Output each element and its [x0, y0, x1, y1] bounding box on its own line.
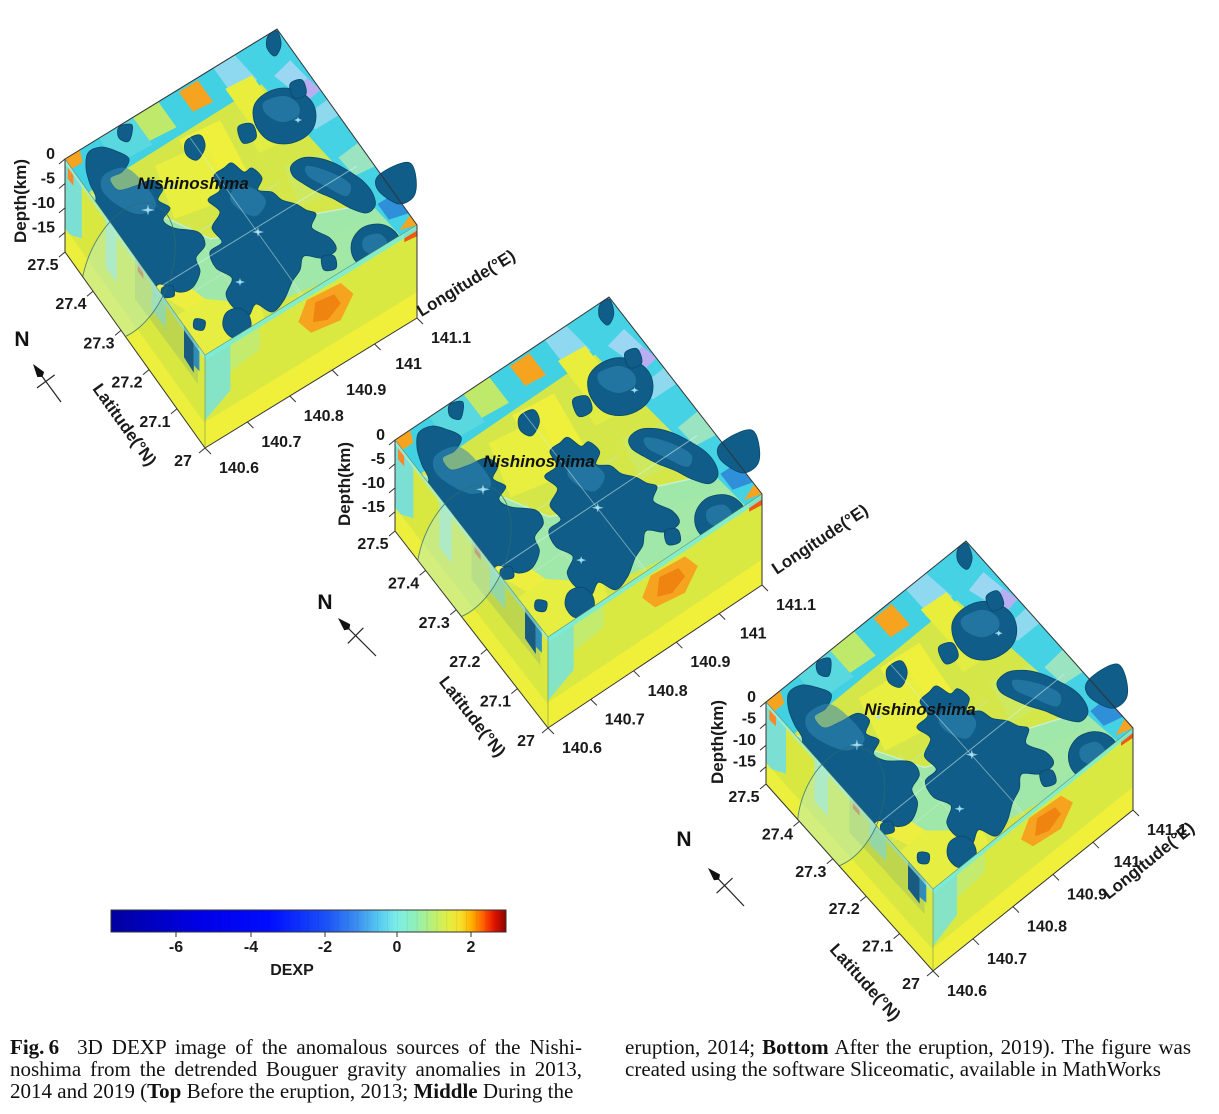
svg-text:N: N — [676, 828, 691, 851]
svg-text:140.6: 140.6 — [947, 983, 987, 1000]
svg-text:0: 0 — [393, 939, 402, 956]
svg-text:-5: -5 — [41, 171, 55, 188]
svg-text:27.1: 27.1 — [480, 694, 511, 711]
svg-text:27.1: 27.1 — [139, 414, 170, 431]
svg-text:27: 27 — [517, 733, 535, 750]
svg-text:27.4: 27.4 — [55, 296, 86, 313]
svg-text:141.1: 141.1 — [1147, 822, 1187, 839]
svg-text:-10: -10 — [32, 195, 55, 212]
svg-text:N: N — [14, 328, 29, 351]
svg-text:Depth(km): Depth(km) — [335, 442, 354, 526]
svg-text:Nishinoshima: Nishinoshima — [483, 452, 594, 471]
svg-text:-5: -5 — [371, 451, 385, 468]
svg-text:27: 27 — [902, 976, 920, 993]
svg-text:140.9: 140.9 — [346, 382, 386, 399]
svg-text:-6: -6 — [169, 939, 183, 956]
svg-text:-15: -15 — [362, 499, 385, 516]
svg-text:140.6: 140.6 — [562, 740, 602, 757]
svg-text:140.6: 140.6 — [219, 460, 259, 477]
svg-text:-4: -4 — [244, 939, 258, 956]
svg-text:27: 27 — [174, 453, 192, 470]
svg-text:Nishinoshima: Nishinoshima — [137, 174, 248, 193]
svg-text:27.3: 27.3 — [795, 864, 826, 881]
svg-text:27.4: 27.4 — [762, 826, 793, 843]
svg-text:141.1: 141.1 — [431, 330, 471, 347]
svg-text:Nishinoshima: Nishinoshima — [864, 700, 975, 719]
svg-text:Depth(km): Depth(km) — [11, 159, 30, 243]
svg-text:27.2: 27.2 — [829, 901, 860, 918]
svg-text:-15: -15 — [32, 219, 55, 236]
svg-text:141: 141 — [1114, 854, 1141, 871]
svg-text:140.9: 140.9 — [690, 654, 730, 671]
svg-text:2: 2 — [467, 939, 476, 956]
svg-text:27.2: 27.2 — [449, 654, 480, 671]
svg-text:140.9: 140.9 — [1067, 886, 1107, 903]
svg-text:0: 0 — [747, 689, 756, 706]
svg-text:-15: -15 — [733, 754, 756, 771]
svg-text:140.7: 140.7 — [261, 434, 301, 451]
svg-text:27.2: 27.2 — [111, 375, 142, 392]
svg-text:-10: -10 — [733, 732, 756, 749]
svg-text:-10: -10 — [362, 475, 385, 492]
svg-text:DEXP: DEXP — [270, 962, 314, 979]
svg-text:140.7: 140.7 — [605, 711, 645, 728]
svg-text:27.5: 27.5 — [357, 536, 388, 553]
svg-text:N: N — [317, 591, 332, 614]
svg-text:Depth(km): Depth(km) — [708, 700, 727, 784]
svg-text:27.4: 27.4 — [388, 575, 419, 592]
svg-text:27.3: 27.3 — [419, 615, 450, 632]
svg-text:140.7: 140.7 — [987, 951, 1027, 968]
svg-text:27.1: 27.1 — [862, 939, 893, 956]
svg-text:141.1: 141.1 — [776, 597, 816, 614]
svg-text:141: 141 — [740, 626, 767, 643]
svg-text:-2: -2 — [318, 939, 332, 956]
svg-text:27.5: 27.5 — [27, 257, 58, 274]
svg-text:-5: -5 — [742, 711, 756, 728]
svg-text:140.8: 140.8 — [1027, 919, 1067, 936]
svg-text:27.5: 27.5 — [728, 789, 759, 806]
svg-text:141: 141 — [395, 356, 422, 373]
svg-text:140.8: 140.8 — [304, 408, 344, 425]
svg-text:27.3: 27.3 — [83, 335, 114, 352]
svg-text:140.8: 140.8 — [648, 683, 688, 700]
svg-text:0: 0 — [376, 427, 385, 444]
svg-text:0: 0 — [46, 146, 55, 163]
